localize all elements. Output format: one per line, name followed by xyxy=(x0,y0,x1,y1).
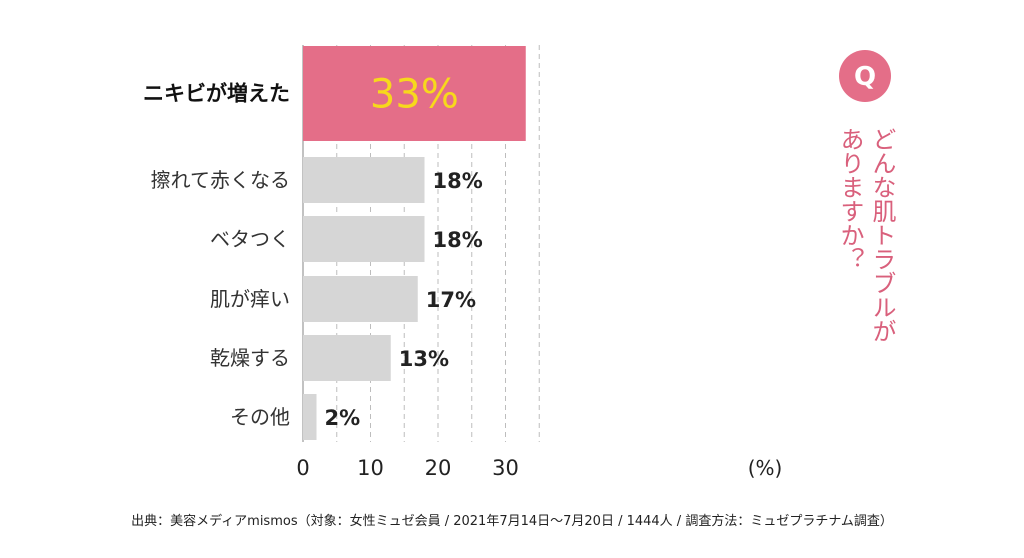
question-panel: Q どんな肌トラブルが ありますか？ xyxy=(836,50,896,343)
value-label: 17% xyxy=(426,288,476,312)
category-label: ニキビが増えた xyxy=(143,82,290,106)
value-label: 33% xyxy=(370,72,459,118)
q-badge-letter: Q xyxy=(854,62,876,92)
x-tick-label: 30 xyxy=(492,456,519,480)
bar xyxy=(303,157,425,203)
x-tick-label: 10 xyxy=(357,456,384,480)
value-labels: 33% 18% 18% 17% 13% 2% xyxy=(325,72,483,431)
category-label: 肌が痒い xyxy=(210,287,290,311)
value-label: 18% xyxy=(433,169,483,193)
value-label: 2% xyxy=(325,406,361,430)
value-label: 13% xyxy=(399,347,449,371)
bar xyxy=(303,394,317,440)
x-tick-label: 20 xyxy=(425,456,452,480)
bar xyxy=(303,276,418,322)
axis-unit: (%) xyxy=(748,456,783,480)
source-note: 出典：美容メディアmismos（対象：女性ミュゼ会員 / 2021年7月14日〜… xyxy=(131,513,893,529)
question-line-1: どんな肌トラブルが xyxy=(868,127,896,343)
value-label: 18% xyxy=(433,228,483,252)
x-axis-ticks: 0 10 20 30 xyxy=(296,456,519,480)
bar xyxy=(303,216,425,262)
bars xyxy=(303,46,526,440)
bar-highlight xyxy=(303,46,526,141)
question-line-2: ありますか？ xyxy=(836,127,864,271)
x-tick-label: 0 xyxy=(296,456,309,480)
category-label: その他 xyxy=(230,405,290,429)
category-label: ベタつく xyxy=(210,227,290,251)
category-label: 乾燥する xyxy=(210,346,290,370)
category-label: 擦れて赤くなる xyxy=(151,168,290,192)
q-badge xyxy=(839,50,891,102)
bar xyxy=(303,335,391,381)
